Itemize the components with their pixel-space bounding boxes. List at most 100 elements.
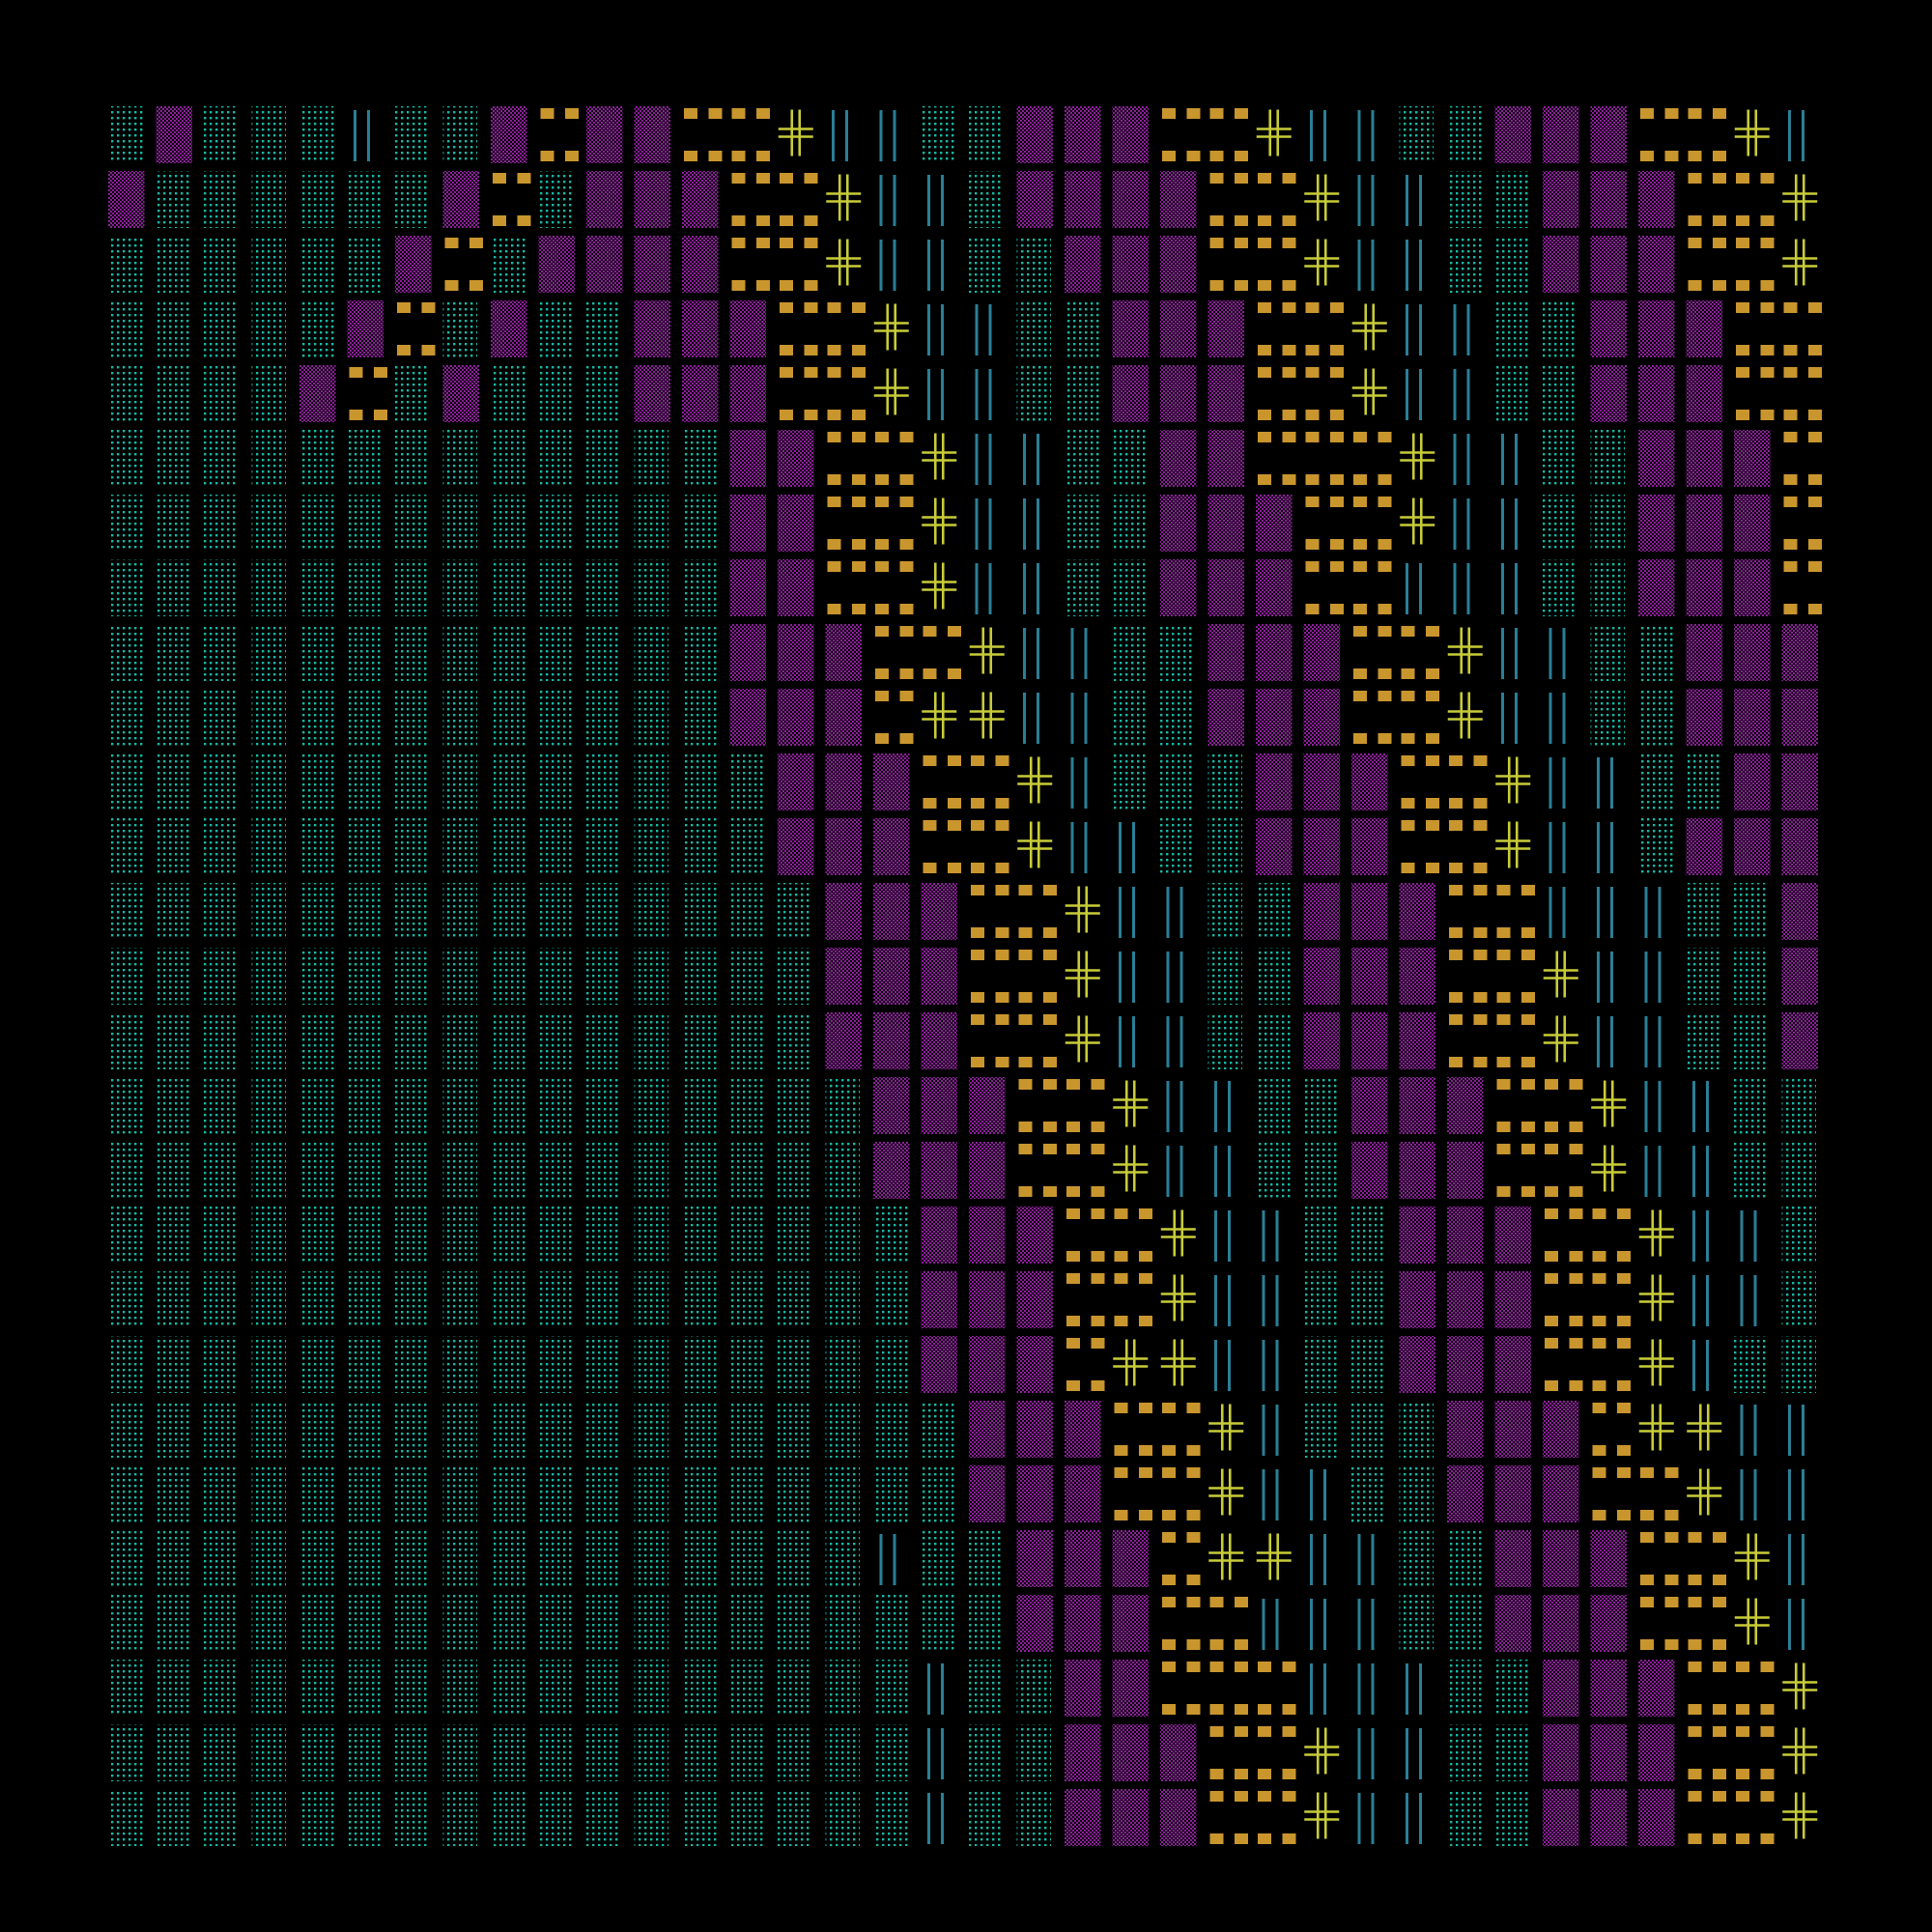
glyph-cell-cross bbox=[1591, 1080, 1627, 1127]
block-mark bbox=[1258, 1769, 1271, 1779]
checker-mark bbox=[1638, 1724, 1675, 1781]
block-mark bbox=[1209, 1704, 1224, 1715]
glyph-cell-dots bbox=[204, 948, 239, 1005]
glyph-cell-dots bbox=[634, 1660, 668, 1717]
block-mark bbox=[1305, 604, 1320, 614]
glyph-cell-checker bbox=[921, 948, 957, 1005]
dots-mark bbox=[204, 559, 239, 616]
block-mark bbox=[1664, 108, 1679, 119]
block-mark bbox=[1258, 280, 1271, 291]
block-mark bbox=[756, 173, 770, 184]
block-mark bbox=[1091, 1338, 1105, 1349]
checker-mark bbox=[1543, 1530, 1579, 1587]
dots-mark bbox=[347, 1660, 382, 1717]
dots-mark bbox=[682, 495, 717, 552]
block-mark bbox=[971, 885, 984, 895]
block-mark bbox=[1139, 1316, 1152, 1326]
block-mark bbox=[875, 474, 889, 485]
dots-mark bbox=[395, 1271, 430, 1328]
block-mark bbox=[1496, 1057, 1511, 1067]
block-mark bbox=[1282, 173, 1296, 184]
glyph-cell-bars bbox=[927, 1728, 944, 1779]
glyph-cell-dots bbox=[108, 106, 143, 163]
dots-mark bbox=[347, 689, 382, 746]
checker-mark bbox=[1638, 171, 1675, 228]
block-mark bbox=[1545, 1380, 1558, 1391]
glyph-cell-checker bbox=[108, 171, 145, 228]
dots-mark bbox=[347, 1530, 382, 1587]
block-mark bbox=[756, 108, 770, 119]
glyph-cell-dots bbox=[1256, 883, 1291, 940]
dots-mark bbox=[491, 753, 526, 810]
glyph-cell-blocks bbox=[1018, 950, 1057, 1003]
dots-mark bbox=[538, 1401, 573, 1458]
glyph-cell-dots bbox=[586, 1401, 621, 1458]
glyph-cell-dots bbox=[156, 300, 190, 357]
block-mark bbox=[1235, 1639, 1248, 1650]
block-mark bbox=[1043, 927, 1057, 938]
glyph-cell-cross bbox=[1782, 239, 1818, 286]
block-mark bbox=[1305, 497, 1320, 507]
dots-mark bbox=[347, 1724, 382, 1781]
dots-mark bbox=[538, 1595, 573, 1652]
glyph-cell-dots bbox=[682, 430, 717, 487]
glyph-cell-blocks bbox=[1688, 1662, 1726, 1715]
checker-mark bbox=[1208, 495, 1244, 552]
glyph-cell-blocks bbox=[1258, 1791, 1296, 1844]
glyph-cell-bars bbox=[1548, 693, 1566, 744]
block-mark bbox=[1783, 432, 1798, 442]
glyph-cell-dots bbox=[1016, 300, 1051, 357]
glyph-cell-dots bbox=[395, 495, 430, 552]
block-mark bbox=[827, 367, 841, 378]
dots-mark bbox=[491, 495, 526, 552]
checker-mark bbox=[825, 948, 862, 1005]
glyph-cell-dots bbox=[634, 1401, 668, 1458]
block-mark bbox=[1186, 1467, 1201, 1478]
block-mark bbox=[1305, 302, 1320, 313]
block-mark bbox=[1640, 1597, 1654, 1607]
dots-mark bbox=[1734, 1077, 1769, 1134]
block-mark bbox=[1401, 863, 1415, 873]
dots-mark bbox=[1781, 1077, 1816, 1134]
dots-mark bbox=[1734, 1012, 1769, 1069]
dots-mark bbox=[586, 1012, 621, 1069]
glyph-cell-bars bbox=[1262, 1275, 1279, 1326]
glyph-cell-dots bbox=[873, 1660, 908, 1717]
glyph-cell-dots bbox=[634, 1595, 668, 1652]
dots-mark bbox=[538, 1660, 573, 1717]
glyph-cell-checker bbox=[1781, 883, 1818, 940]
dots-mark bbox=[634, 1724, 668, 1781]
dots-mark bbox=[1494, 365, 1529, 422]
glyph-cell-dots bbox=[586, 948, 621, 1005]
block-mark bbox=[1305, 345, 1320, 355]
glyph-cell-blocks bbox=[875, 691, 914, 744]
checker-mark bbox=[1734, 559, 1771, 616]
checker-mark bbox=[1351, 753, 1388, 810]
glyph-cell-bars bbox=[927, 1793, 944, 1844]
dots-mark bbox=[251, 1401, 286, 1458]
glyph-cell-bars bbox=[1070, 628, 1088, 679]
glyph-cell-bars bbox=[1548, 757, 1566, 809]
dots-mark bbox=[442, 948, 477, 1005]
glyph-cell-dots bbox=[442, 1142, 477, 1199]
glyph-cell-dots bbox=[586, 624, 621, 681]
checker-mark bbox=[1494, 106, 1531, 163]
block-mark bbox=[731, 238, 746, 248]
block-mark bbox=[971, 863, 984, 873]
block-mark bbox=[1496, 1186, 1511, 1197]
checker-mark bbox=[1590, 365, 1627, 422]
dots-mark bbox=[538, 300, 573, 357]
glyph-cell-dots bbox=[491, 559, 526, 616]
glyph-cell-dots bbox=[156, 1660, 190, 1717]
block-mark bbox=[1640, 1575, 1654, 1585]
dots-mark bbox=[347, 1789, 382, 1846]
glyph-cell-blocks bbox=[1162, 1403, 1201, 1456]
block-mark bbox=[1018, 1186, 1033, 1197]
checker-mark bbox=[1543, 1724, 1579, 1781]
glyph-cell-bars bbox=[1788, 1534, 1804, 1585]
glyph-cell-dots bbox=[156, 1401, 190, 1458]
glyph-cell-blocks bbox=[1545, 1208, 1583, 1262]
glyph-cell-checker bbox=[969, 1077, 1006, 1134]
dots-mark bbox=[825, 1724, 860, 1781]
dots-mark bbox=[204, 883, 239, 940]
